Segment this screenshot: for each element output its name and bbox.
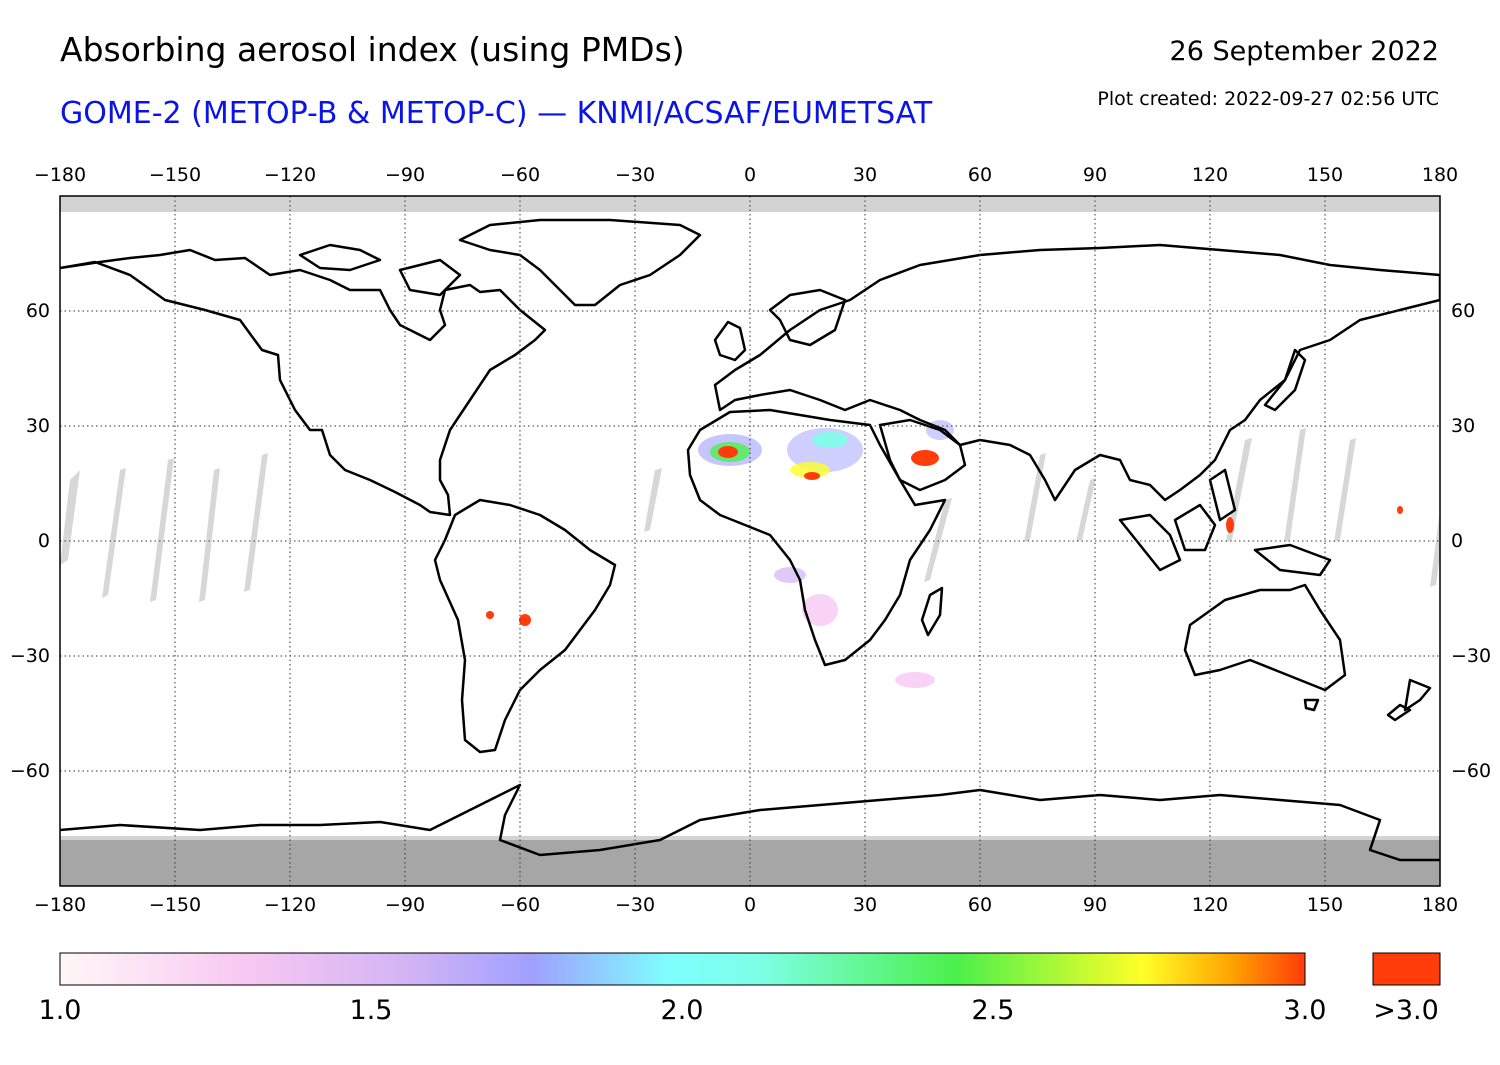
lon-tick-label: 60 <box>967 164 993 186</box>
lon-tick-label: −90 <box>384 894 426 916</box>
lon-tick-label: 150 <box>1306 894 1344 916</box>
lat-tick-label: −60 <box>1451 760 1492 782</box>
orbit-gaps <box>60 428 1440 602</box>
colorbar-tick-label: 2.5 <box>971 995 1015 1026</box>
lat-tick-label: 0 <box>37 530 50 552</box>
lon-tick-label: 30 <box>852 894 878 916</box>
colorbar-overflow-label: >3.0 <box>1373 995 1439 1026</box>
lon-tick-label: 30 <box>852 164 878 186</box>
lon-tick-label: 90 <box>1082 894 1108 916</box>
lat-tick-label: 60 <box>1451 300 1476 322</box>
map-frame <box>59 195 1441 887</box>
lat-tick-label: 0 <box>1451 530 1464 552</box>
colorbar-max-label: 3.0 <box>1283 995 1327 1026</box>
arctic-no-data <box>60 196 1440 212</box>
lon-tick-label: −180 <box>33 164 87 186</box>
colorbar-tick-label: 1.5 <box>349 995 393 1026</box>
lon-tick-label: −90 <box>384 164 426 186</box>
map-title: Absorbing aerosol index (using PMDs) <box>60 30 685 69</box>
colorbar-tick-label: 2.0 <box>660 995 704 1026</box>
lon-tick-label: 120 <box>1191 894 1229 916</box>
lon-tick-label: −150 <box>148 894 202 916</box>
lat-tick-label: 30 <box>1451 415 1476 437</box>
lon-tick-label: 0 <box>743 164 757 186</box>
lon-tick-label: 180 <box>1421 164 1459 186</box>
map-subtitle: GOME-2 (METOP-B & METOP-C) — KNMI/ACSAF/… <box>60 96 933 131</box>
plot-created-timestamp: Plot created: 2022-09-27 02:56 UTC <box>1097 88 1439 110</box>
colorbar-overflow-box <box>1372 952 1441 986</box>
lon-tick-label: −60 <box>499 164 541 186</box>
lat-tick-label: 60 <box>25 300 50 322</box>
coastlines <box>60 218 1440 862</box>
lon-tick-label: −120 <box>263 894 317 916</box>
lat-tick-label: −30 <box>1451 645 1492 667</box>
lon-tick-label: 150 <box>1306 164 1344 186</box>
graticule <box>60 196 1440 886</box>
lon-tick-label: −180 <box>33 894 87 916</box>
lon-tick-label: 180 <box>1421 894 1459 916</box>
colorbar <box>59 952 1306 986</box>
lon-tick-label: 0 <box>743 894 757 916</box>
lat-tick-label: 30 <box>25 415 50 437</box>
lat-tick-label: −30 <box>9 645 50 667</box>
lon-tick-label: −30 <box>614 164 656 186</box>
lat-tick-label: −60 <box>9 760 50 782</box>
lon-tick-label: −30 <box>614 894 656 916</box>
lon-tick-label: −150 <box>148 164 202 186</box>
lon-tick-label: −120 <box>263 164 317 186</box>
lon-tick-label: 120 <box>1191 164 1229 186</box>
lon-tick-label: −60 <box>499 894 541 916</box>
lon-tick-label: 90 <box>1082 164 1108 186</box>
map-date: 26 September 2022 <box>1169 36 1439 67</box>
colorbar-min-label: 1.0 <box>38 995 82 1026</box>
lon-tick-label: 60 <box>967 894 993 916</box>
